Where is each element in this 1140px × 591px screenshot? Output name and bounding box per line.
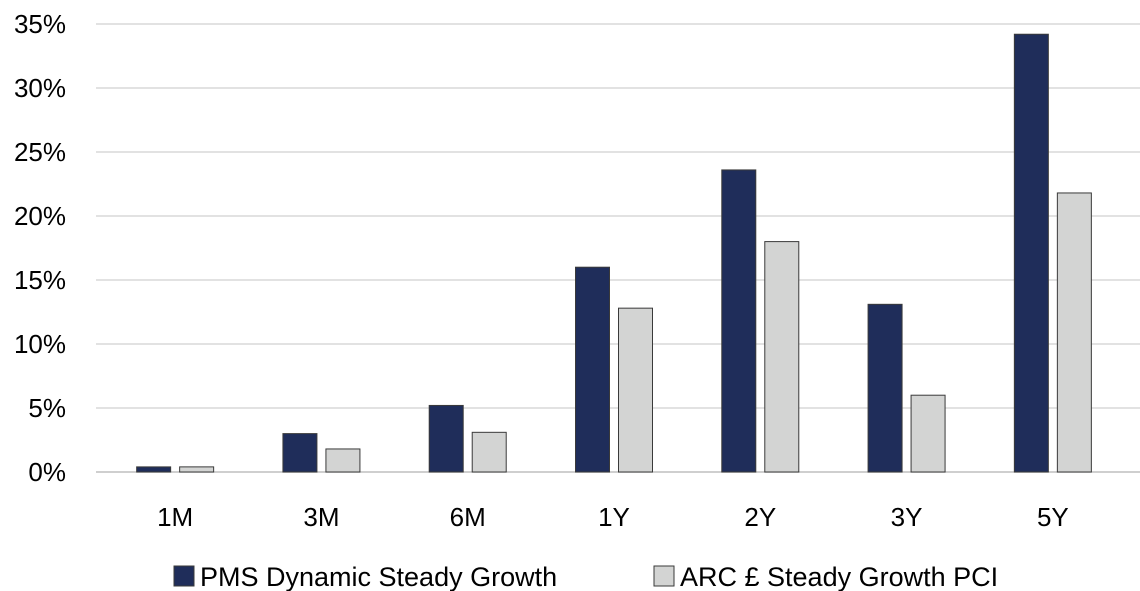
- legend-label-series-1: ARC £ Steady Growth PCI: [680, 562, 998, 591]
- y-tick-label: 0%: [28, 457, 66, 487]
- bars: [136, 33, 1092, 473]
- y-tick-label: 5%: [28, 393, 66, 423]
- legend-swatch-series-1: [653, 565, 675, 587]
- bar-series-1-1M: [179, 466, 215, 473]
- bar-series-1-5Y: [1056, 192, 1092, 473]
- bar-series-0-2Y: [721, 169, 757, 473]
- y-tick-label: 25%: [14, 137, 66, 167]
- bar-series-0-3M: [282, 433, 318, 473]
- bar-series-0-1Y: [575, 266, 610, 473]
- y-tick-label: 15%: [14, 265, 66, 295]
- x-tick-label: 1Y: [598, 502, 630, 532]
- x-tick-label: 2Y: [744, 502, 776, 532]
- bar-series-1-2Y: [764, 241, 800, 473]
- bar-series-0-6M: [428, 404, 464, 473]
- bar-series-0-1M: [136, 466, 172, 473]
- x-tick-label: 1M: [157, 502, 193, 532]
- y-tick-label: 30%: [14, 73, 66, 103]
- bar-series-1-3Y: [910, 394, 946, 473]
- legend-swatch-series-0: [173, 565, 195, 587]
- x-tick-label: 3Y: [891, 502, 923, 532]
- legend-label-series-0: PMS Dynamic Steady Growth: [200, 562, 557, 591]
- bar-series-1-1Y: [618, 307, 653, 473]
- legend: PMS Dynamic Steady Growth ARC £ Steady G…: [173, 562, 998, 591]
- x-tick-label: 3M: [303, 502, 339, 532]
- y-axis-ticks: 0% 5% 10% 15% 20% 25% 30% 35%: [14, 9, 66, 487]
- bar-series-1-6M: [471, 431, 507, 473]
- bar-series-0-3Y: [867, 303, 903, 473]
- x-axis-ticks: 1M 3M 6M 1Y 2Y 3Y 5Y: [157, 502, 1069, 532]
- y-tick-label: 35%: [14, 9, 66, 39]
- bar-series-1-3M: [325, 448, 361, 473]
- y-tick-label: 20%: [14, 201, 66, 231]
- y-tick-label: 10%: [14, 329, 66, 359]
- x-tick-label: 5Y: [1037, 502, 1069, 532]
- x-tick-label: 6M: [450, 502, 486, 532]
- bar-series-0-5Y: [1013, 33, 1049, 473]
